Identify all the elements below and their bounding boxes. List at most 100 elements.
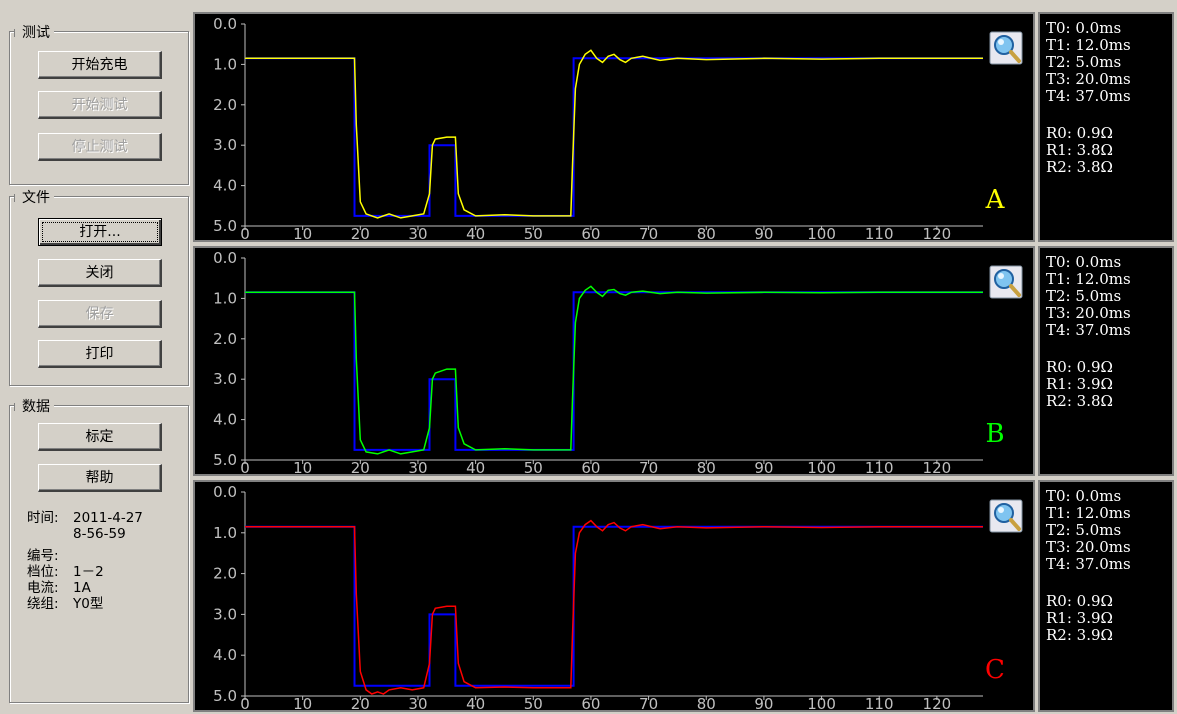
- measured-waveform-a: [245, 49, 983, 219]
- start-charging-button[interactable]: 开始充电: [38, 51, 162, 79]
- chart-axes: 0.0 1.0 2.0 3.0 4.0 5.0 0 10 20 30 40 50 60 70 80 90 100…: [213, 15, 983, 240]
- y-tick-label: 1.0: [213, 55, 237, 73]
- number-label: 编号:: [27, 548, 59, 564]
- test-group-title: 测试: [14, 22, 54, 42]
- print-button[interactable]: 打印: [38, 340, 162, 368]
- chart-panel-a: 0.0 1.0 2.0 3.0 4.0 5.0 0 10 20 30 40 50 60 70 80 90 100…: [193, 12, 1035, 242]
- param-t3: T3: 20.0ms: [1046, 538, 1131, 556]
- x-tick-label: 100: [807, 695, 836, 710]
- param-t1: T1: 12.0ms: [1046, 270, 1131, 288]
- y-tick-label: 2.0: [213, 565, 237, 583]
- x-tick-label: 30: [408, 695, 427, 710]
- control-sidebar: 测试 开始充电 开始测试 停止测试 文件 打开... 关闭 保存 打印 数据 标…: [0, 0, 193, 714]
- param-r1: R1: 3.9Ω: [1046, 375, 1113, 393]
- chart-axes: 0.0 1.0 2.0 3.0 4.0 5.0 0 10 20 30 40 50 60 70 80 90 100…: [213, 483, 983, 710]
- time-date: 2011-4-27: [73, 510, 143, 526]
- chart-axes: 0.0 1.0 2.0 3.0 4.0 5.0 0 10 20 30 40 50 60 70 80 90 100…: [213, 249, 983, 474]
- x-tick-label: 100: [807, 459, 836, 474]
- x-tick-label: 10: [293, 459, 312, 474]
- magnifier-icon[interactable]: [989, 499, 1023, 533]
- y-tick-label: 3.0: [213, 605, 237, 623]
- help-button[interactable]: 帮助: [38, 464, 162, 492]
- x-tick-label: 120: [923, 225, 952, 240]
- param-r2: R2: 3.9Ω: [1046, 626, 1113, 644]
- param-r2: R2: 3.8Ω: [1046, 392, 1113, 410]
- magnifier-icon[interactable]: [989, 31, 1023, 65]
- channel-label-b: B: [985, 419, 1004, 449]
- x-tick-label: 0: [240, 695, 250, 710]
- param-t4: T4: 37.0ms: [1046, 555, 1131, 573]
- x-tick-label: 20: [351, 225, 370, 240]
- time-label: 时间:: [27, 510, 59, 526]
- save-file-button[interactable]: 保存: [38, 300, 162, 328]
- param-r1: R1: 3.9Ω: [1046, 609, 1113, 627]
- chart-panel-c: 0.0 1.0 2.0 3.0 4.0 5.0 0 10 20 30 40 50 60 70 80 90 100…: [193, 480, 1035, 712]
- start-test-button[interactable]: 开始测试: [38, 91, 162, 119]
- x-tick-label: 0: [240, 459, 250, 474]
- param-r0: R0: 0.9Ω: [1046, 592, 1113, 610]
- x-tick-label: 110: [865, 459, 894, 474]
- param-t3: T3: 20.0ms: [1046, 70, 1131, 88]
- x-tick-label: 90: [754, 459, 773, 474]
- x-tick-label: 90: [754, 695, 773, 710]
- y-tick-label: 0.0: [213, 249, 237, 267]
- y-tick-label: 5.0: [213, 217, 237, 235]
- x-tick-label: 70: [639, 225, 658, 240]
- y-tick-label: 2.0: [213, 330, 237, 348]
- y-tick-label: 4.0: [213, 177, 237, 195]
- x-tick-label: 70: [639, 695, 658, 710]
- chart-panel-b: 0.0 1.0 2.0 3.0 4.0 5.0 0 10 20 30 40 50 60 70 80 90 100…: [193, 246, 1035, 476]
- measured-waveform-c: [245, 519, 983, 695]
- param-t4: T4: 37.0ms: [1046, 321, 1131, 339]
- y-tick-label: 3.0: [213, 370, 237, 388]
- x-tick-label: 60: [581, 695, 600, 710]
- x-tick-label: 10: [293, 695, 312, 710]
- param-r2: R2: 3.8Ω: [1046, 158, 1113, 176]
- magnifier-icon[interactable]: [989, 265, 1023, 299]
- param-t4: T4: 37.0ms: [1046, 87, 1131, 105]
- x-tick-label: 50: [524, 459, 543, 474]
- calibrate-button[interactable]: 标定: [38, 423, 162, 451]
- x-tick-label: 60: [581, 225, 600, 240]
- y-tick-label: 1.0: [213, 524, 237, 542]
- close-file-button[interactable]: 关闭: [38, 259, 162, 287]
- param-t2: T2: 5.0ms: [1046, 53, 1122, 71]
- param-r0: R0: 0.9Ω: [1046, 124, 1113, 142]
- y-tick-label: 4.0: [213, 411, 237, 429]
- y-tick-label: 0.0: [213, 15, 237, 33]
- channel-label-a: A: [985, 185, 1006, 215]
- x-tick-label: 50: [524, 695, 543, 710]
- data-group: 数据 标定 帮助 时间: 2011-4-27 8-56-59 编号: 档位: 1－2…: [9, 396, 189, 703]
- x-tick-label: 10: [293, 225, 312, 240]
- x-tick-label: 110: [865, 225, 894, 240]
- x-tick-label: 40: [466, 459, 485, 474]
- waveform-chart-a: 0.0 1.0 2.0 3.0 4.0 5.0 0 10 20 30 40 50 60 70 80 90 100…: [213, 15, 1023, 240]
- open-file-button[interactable]: 打开...: [38, 218, 162, 246]
- data-group-title: 数据: [14, 396, 54, 416]
- x-tick-label: 80: [697, 695, 716, 710]
- y-tick-label: 5.0: [213, 687, 237, 705]
- x-tick-label: 60: [581, 459, 600, 474]
- stop-test-button[interactable]: 停止测试: [38, 133, 162, 161]
- tap-label: 档位:: [27, 564, 59, 580]
- time-clock: 8-56-59: [73, 526, 126, 542]
- param-t1: T1: 12.0ms: [1046, 504, 1131, 522]
- x-tick-label: 80: [697, 459, 716, 474]
- x-tick-label: 50: [524, 225, 543, 240]
- param-t0: T0: 0.0ms: [1046, 253, 1122, 271]
- x-tick-label: 90: [754, 225, 773, 240]
- measured-waveform-b: [245, 285, 983, 455]
- y-tick-label: 2.0: [213, 96, 237, 114]
- param-t0: T0: 0.0ms: [1046, 487, 1122, 505]
- winding-value: Y0型: [73, 596, 104, 612]
- x-tick-label: 120: [923, 695, 952, 710]
- x-tick-label: 110: [865, 695, 894, 710]
- param-t1: T1: 12.0ms: [1046, 36, 1131, 54]
- y-tick-label: 0.0: [213, 483, 237, 501]
- file-group-title: 文件: [14, 187, 54, 207]
- test-group: 测试 开始充电 开始测试 停止测试: [9, 22, 189, 185]
- y-tick-label: 5.0: [213, 451, 237, 469]
- x-tick-label: 80: [697, 225, 716, 240]
- x-tick-label: 40: [466, 225, 485, 240]
- current-value: 1A: [73, 580, 91, 596]
